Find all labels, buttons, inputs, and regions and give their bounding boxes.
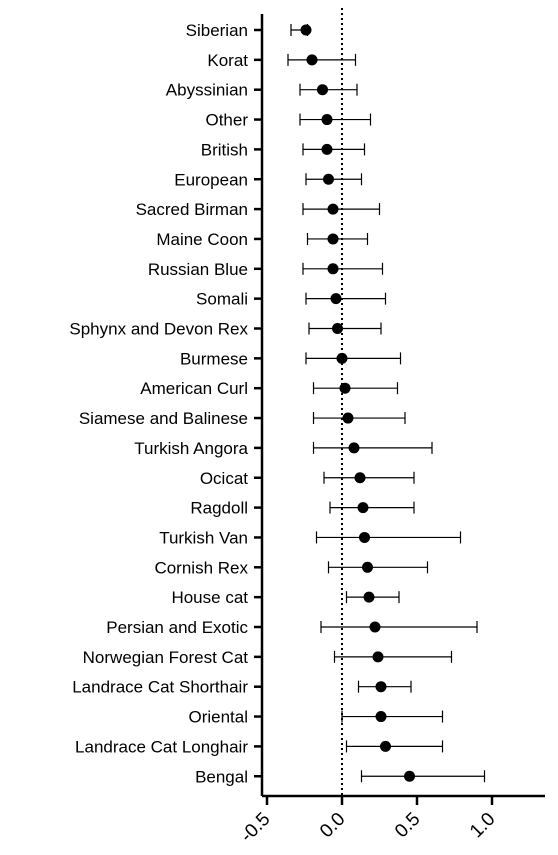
category-label: Bengal: [195, 767, 248, 786]
point-estimate: [317, 84, 328, 96]
category-label: Other: [205, 111, 248, 130]
category-label: British: [201, 140, 248, 159]
point-estimate: [372, 651, 384, 663]
category-label: Landrace Cat Shorthair: [72, 678, 248, 697]
point-estimate: [359, 531, 370, 543]
category-label: Landrace Cat Longhair: [75, 737, 248, 756]
point-estimate: [327, 263, 339, 275]
point-estimate: [342, 412, 354, 424]
category-label: Turkish Angora: [134, 439, 248, 458]
point-estimate: [321, 143, 333, 155]
point-estimate: [348, 442, 360, 454]
point-estimate: [336, 352, 348, 364]
category-label: Cornish Rex: [154, 558, 248, 577]
point-estimate: [375, 711, 387, 723]
category-label: Norwegian Forest Cat: [83, 648, 249, 667]
point-estimate: [375, 681, 387, 693]
point-estimate: [362, 561, 373, 573]
category-label: Maine Coon: [156, 230, 248, 249]
point-estimate: [306, 54, 318, 66]
x-tick-label: 0.5: [391, 809, 425, 843]
category-label: European: [174, 170, 248, 189]
category-label: American Curl: [140, 379, 248, 398]
category-label: Russian Blue: [148, 260, 248, 279]
point-estimate: [330, 293, 342, 305]
category-label: Ocicat: [200, 469, 248, 488]
category-label: Sphynx and Devon Rex: [69, 320, 248, 339]
point-estimate: [321, 114, 333, 126]
point-estimate: [327, 203, 339, 215]
point-estimate: [404, 770, 415, 782]
point-estimate: [357, 502, 369, 514]
category-label: Burmese: [180, 349, 248, 368]
point-estimate: [327, 233, 339, 245]
point-estimate: [339, 382, 351, 394]
x-tick-label: 1.0: [466, 809, 500, 843]
point-estimate: [300, 24, 312, 36]
category-label: House cat: [171, 588, 248, 607]
category-label: Korat: [207, 51, 248, 70]
category-label: Somali: [196, 290, 248, 309]
category-label: Turkish Van: [159, 528, 248, 547]
point-estimate: [332, 323, 343, 334]
category-label: Persian and Exotic: [106, 618, 248, 637]
plot-area: -0.5 0.0 0.5 1.0 Siberian Korat Abyssinian Othe…: [69, 8, 545, 847]
category-label: Siamese and Balinese: [79, 409, 248, 428]
point-estimate: [323, 173, 334, 185]
category-label: Ragdoll: [190, 499, 248, 518]
category-label: Sacred Birman: [136, 200, 248, 219]
category-label: Abyssinian: [166, 81, 248, 100]
x-tick-label: 0.0: [316, 809, 350, 843]
category-label: Oriental: [188, 708, 248, 727]
point-estimate: [363, 591, 375, 603]
point-estimate: [369, 621, 381, 633]
category-label: Siberian: [186, 21, 248, 40]
x-tick-label: -0.5: [237, 809, 275, 847]
point-estimate: [354, 472, 366, 484]
point-estimate: [380, 740, 391, 752]
